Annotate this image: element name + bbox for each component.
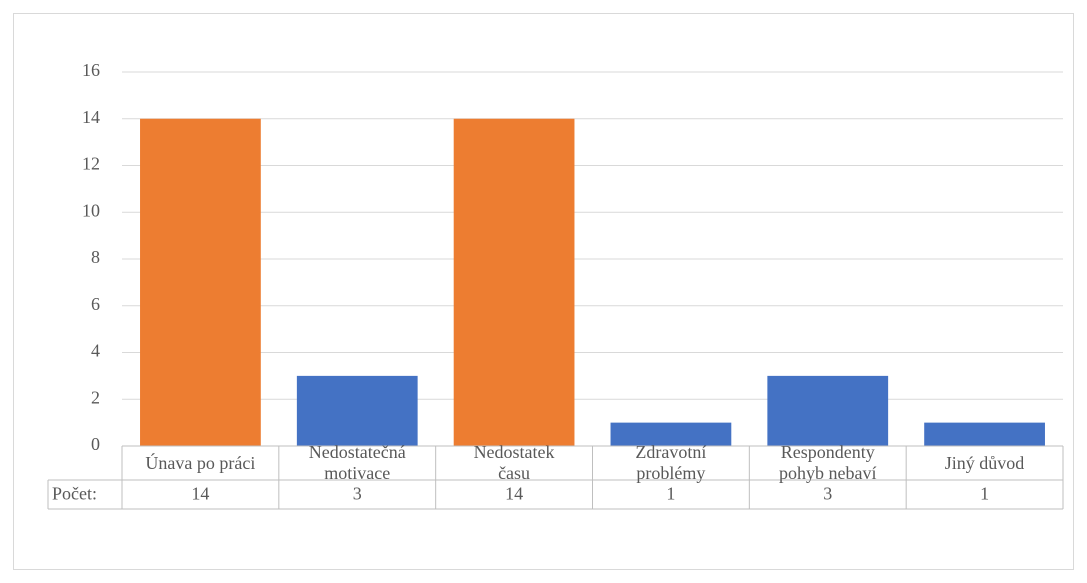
- y-tick-label: 2: [91, 387, 100, 407]
- x-tick-label: Nedostatečná motivace: [279, 442, 436, 483]
- y-tick-label: 4: [91, 341, 100, 361]
- y-tick-label: 0: [91, 434, 100, 454]
- category-text: Respondenty pohyb nebaví: [778, 442, 877, 483]
- x-tick-label: Nedostatek času: [436, 442, 593, 483]
- bar: [610, 422, 732, 446]
- value-label: 3: [823, 484, 832, 504]
- category-text: Nedostatečná motivace: [308, 442, 406, 483]
- category-text: Nedostatek času: [473, 442, 555, 483]
- value-label: 1: [666, 484, 675, 504]
- y-tick-label: 10: [82, 200, 100, 220]
- value-label: 3: [353, 484, 362, 504]
- y-tick-label: 16: [82, 60, 100, 80]
- x-tick-label: Únava po práci: [122, 446, 279, 480]
- bar: [767, 375, 889, 446]
- bar: [140, 118, 261, 446]
- y-tick-label: 6: [91, 294, 100, 314]
- bar: [453, 118, 575, 446]
- x-tick-label: Zdravotní problémy: [593, 442, 750, 483]
- value-label: 14: [191, 484, 209, 504]
- value-label: 14: [505, 484, 523, 504]
- y-tick-label: 14: [82, 107, 100, 127]
- category-text: Jiný důvod: [944, 452, 1025, 473]
- bar: [924, 422, 1045, 446]
- legend-label: Počet:: [52, 484, 97, 504]
- y-tick-label: 8: [91, 247, 100, 267]
- value-label: 1: [980, 484, 989, 504]
- x-tick-label: Jiný důvod: [906, 446, 1063, 480]
- bar: [296, 375, 418, 446]
- y-tick-label: 12: [82, 154, 100, 174]
- category-text: Únava po práci: [145, 452, 256, 473]
- x-tick-label: Respondenty pohyb nebaví: [749, 442, 906, 483]
- category-text: Zdravotní problémy: [635, 442, 707, 483]
